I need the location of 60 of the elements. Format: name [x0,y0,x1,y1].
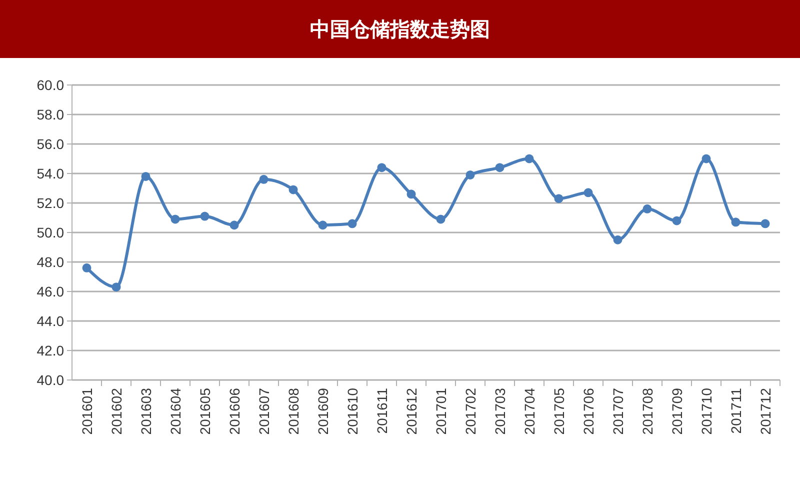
y-tick-label: 40.0 [36,372,64,388]
point [200,212,210,221]
x-tick-label: 201607 [256,388,272,435]
chart-title: 中国仓储指数走势图 [310,17,490,41]
x-tick-label: 201609 [314,388,331,435]
x-tick-label: 201608 [285,388,302,435]
x-tick-label: 201701 [432,388,449,435]
x-tick-label: 201711 [728,388,744,434]
y-tick-label: 46.0 [36,283,64,300]
y-tick-label: 42.0 [36,342,64,358]
x-tick-label: 201704 [521,388,538,435]
point [584,188,593,198]
point [613,235,622,244]
point [141,172,150,181]
y-tick-label: 44.0 [36,312,64,329]
point [466,170,475,180]
x-tick-label: 201707 [610,388,626,435]
point [642,204,652,214]
x-tick-label: 201708 [639,388,656,435]
x-tick-label: 201606 [226,388,242,435]
x-tick-label: 201705 [550,388,567,435]
point [760,219,770,228]
y-tick-label: 56.0 [36,136,64,152]
y-tick-label: 48.0 [36,254,64,270]
x-tick-label: 201709 [668,388,685,435]
y-tick-label: 52.0 [36,194,64,211]
x-tick-label: 201612 [403,388,420,435]
x-tick-label: 201603 [138,388,154,435]
x-tick-label: 201703 [492,388,508,435]
point [406,190,416,199]
point [377,163,386,172]
point [672,216,682,226]
point [524,154,534,164]
point [554,194,564,204]
point [170,214,180,224]
point [436,214,446,224]
point [288,185,298,194]
x-tick-label: 201712 [757,388,774,435]
y-tick-label: 50.0 [36,224,64,240]
x-tick-label: 201605 [196,388,213,435]
y-tick-label: 58.0 [36,106,64,122]
point [702,154,711,164]
x-tick-label: 201710 [698,388,714,435]
x-tick-label: 201602 [108,388,124,435]
y-tick-label: 54.0 [36,165,64,182]
x-tick-label: 201702 [462,388,478,435]
point [495,163,504,172]
point [318,220,328,230]
point [259,174,268,184]
x-tick-label: 201706 [580,388,596,435]
point [348,219,357,228]
x-tick-label: 201601 [78,388,95,435]
point [230,220,239,230]
point [112,282,121,292]
x-tick-label: 201604 [167,388,184,435]
point [731,218,740,227]
point [82,263,92,272]
x-tick-label: 201610 [344,388,360,435]
x-tick-label: 201611 [374,388,390,434]
y-tick-label: 60.0 [36,76,64,93]
